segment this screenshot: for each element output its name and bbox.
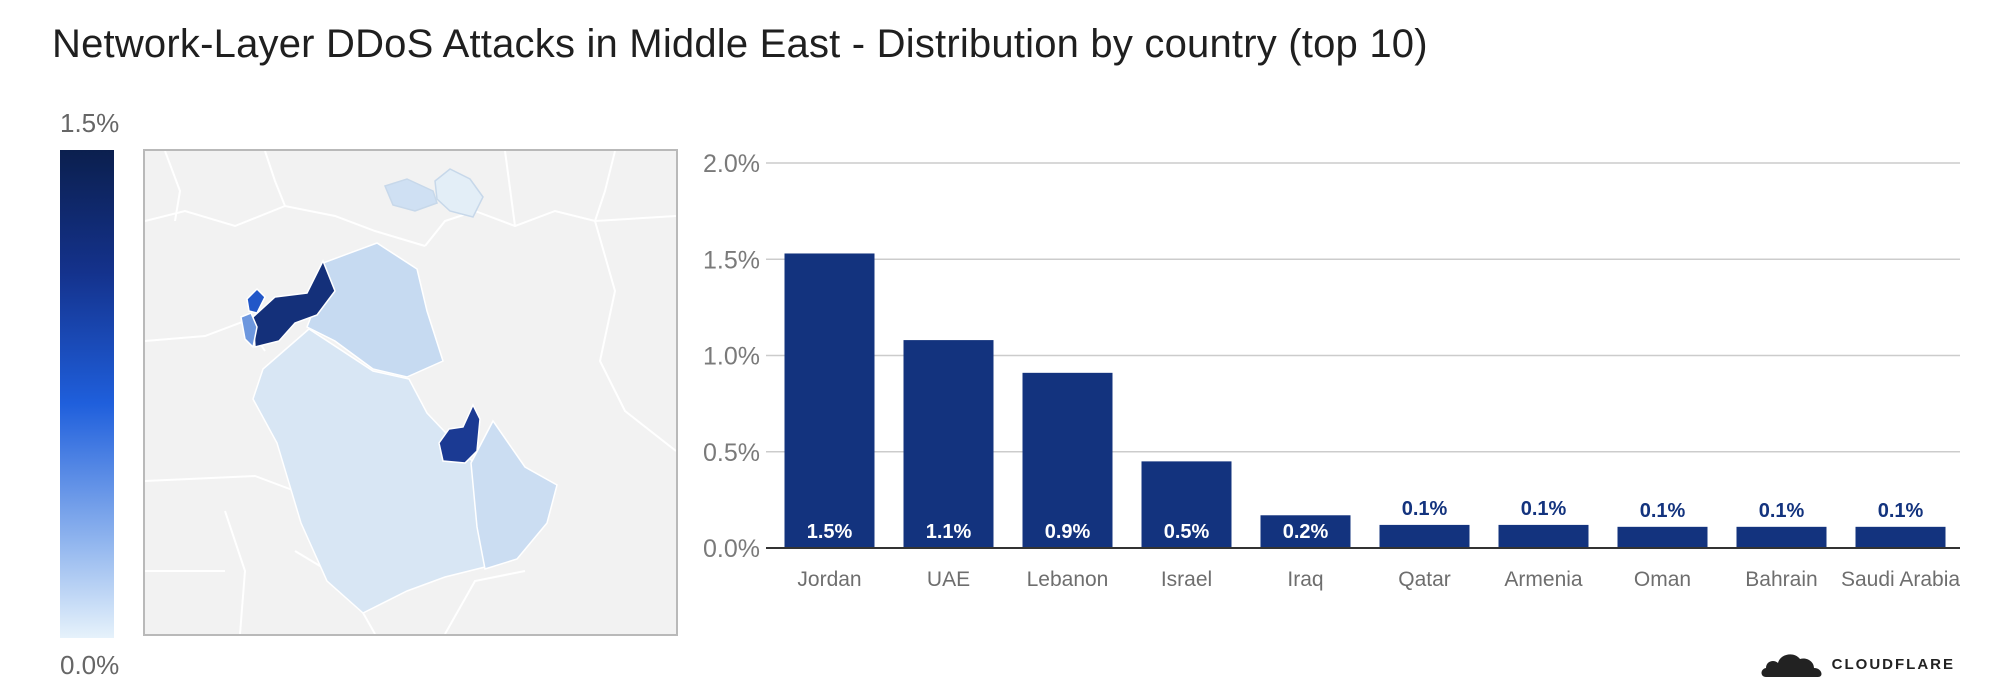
legend-max-label: 1.5% [60,108,120,138]
map-region-lebanon [246,287,266,314]
data-label: 0.1% [1640,500,1686,522]
legend-min-label: 0.0% [60,650,120,680]
data-label: 0.5% [1164,521,1210,543]
y-tick-label: 1.0% [703,343,760,371]
map-svg [145,151,676,634]
bar [1498,524,1589,548]
data-label: 0.1% [1759,500,1805,522]
category-label: Qatar [1398,568,1451,591]
map-region-iraq [306,242,444,378]
y-tick-label: 0.5% [703,439,760,467]
cloud-icon [1761,654,1822,677]
bar-chart: 0.0% 0.5% 1.0% 1.5% 2.0% 1.5% Jordan 1.1% UAE 0.9… [690,130,1960,605]
y-tick-label: 2.0% [703,150,760,178]
bar [1260,515,1351,548]
y-tick-label: 0.0% [703,535,760,563]
map-region-israel [240,312,258,349]
bar [1022,372,1113,548]
category-label: Iraq [1287,568,1323,591]
data-label: 1.1% [926,521,972,543]
brand-name: CLOUDFLARE [1831,655,1955,673]
choropleth-map [143,149,678,636]
category-label: Oman [1634,568,1691,591]
map-region-azerbaijan [383,178,438,212]
bar [1736,526,1827,548]
color-scale-legend [60,150,114,638]
bar [784,253,875,548]
brand-logo: CLOUDFLARE [1760,649,1955,679]
data-label: 0.1% [1521,498,1567,520]
map-region-oman [470,419,558,570]
category-label: Israel [1161,568,1212,591]
bar-chart-svg: 0.0% 0.5% 1.0% 1.5% 2.0% 1.5% Jordan 1.1% UAE 0.9… [703,150,1960,591]
data-label: 1.5% [807,521,853,543]
data-label: 0.1% [1878,500,1924,522]
data-label: 0.1% [1402,498,1448,520]
category-label: Bahrain [1745,568,1817,591]
category-label: Saudi Arabia [1841,568,1960,591]
bar [1617,526,1708,548]
category-label: Armenia [1504,568,1583,591]
map-region-jordan [252,259,336,348]
map-region-armenia [434,168,484,218]
data-label: 0.2% [1283,521,1329,543]
map-region-uae [438,403,481,464]
data-label: 0.9% [1045,521,1091,543]
category-label: UAE [927,568,970,591]
bar [1141,461,1232,548]
category-label: Jordan [797,568,861,591]
chart-title: Network-Layer DDoS Attacks in Middle Eas… [52,22,1428,66]
category-label: Lebanon [1027,568,1109,591]
bar [1855,526,1946,548]
bar [1379,524,1470,548]
bar [903,340,994,548]
y-tick-label: 1.5% [703,246,760,274]
